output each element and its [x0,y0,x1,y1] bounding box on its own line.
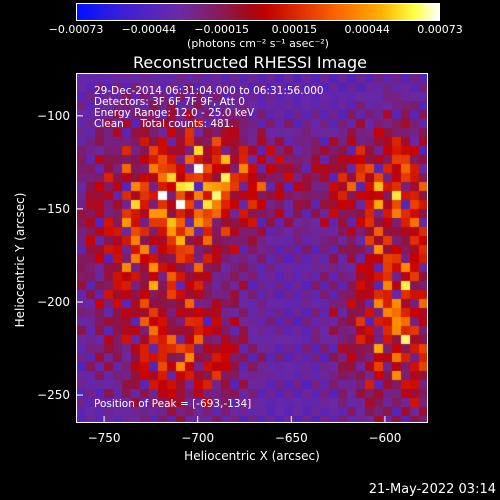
y-axis-label: Heliocentric Y (arcsec) [13,192,27,328]
detectors-label: Detectors: 3F 6F 7F 9F, Att 0 [94,96,245,108]
colorbar-tick-label: −0.00073 [48,23,104,36]
render-timestamp: 21-May-2022 03:14 [368,482,496,497]
x-tick-label: −750 [88,431,121,445]
peak-position-label: Position of Peak = [-693,-134] [94,398,252,410]
clean-counts-label: Clean Total counts: 481. [94,118,234,130]
colorbar-tick-label: 0.00073 [417,23,463,36]
colorbar-gradient [77,4,439,20]
energy-range-label: Energy Range: 12.0 - 25.0 keV [94,107,255,119]
heatmap-image [77,74,427,422]
y-tick-label: −100 [37,109,70,123]
colorbar [76,3,440,21]
x-tick-label: −650 [275,431,308,445]
colorbar-tick-label: 0.00015 [271,23,318,36]
y-tick-label: −150 [37,202,70,216]
colorbar-tick-label: −0.00015 [194,23,249,36]
colorbar-unit: (photons cm⁻² s⁻¹ asec⁻²) [187,37,329,50]
plot-area: 29-Dec-2014 06:31:04.000 to 06:31:56.000… [76,73,428,423]
x-axis-label: Heliocentric X (arcsec) [184,449,320,463]
y-tick-label: −200 [37,295,70,309]
x-tick-label: −600 [368,431,401,445]
colorbar-tick-label: −0.00044 [121,23,177,36]
colorbar-tick-label: 0.00044 [344,23,390,36]
plot-title: Reconstructed RHESSI Image [133,53,367,72]
x-tick-label: −700 [181,431,214,445]
y-tick-label: −250 [37,388,70,402]
time-range-label: 29-Dec-2014 06:31:04.000 to 06:31:56.000 [94,85,324,97]
